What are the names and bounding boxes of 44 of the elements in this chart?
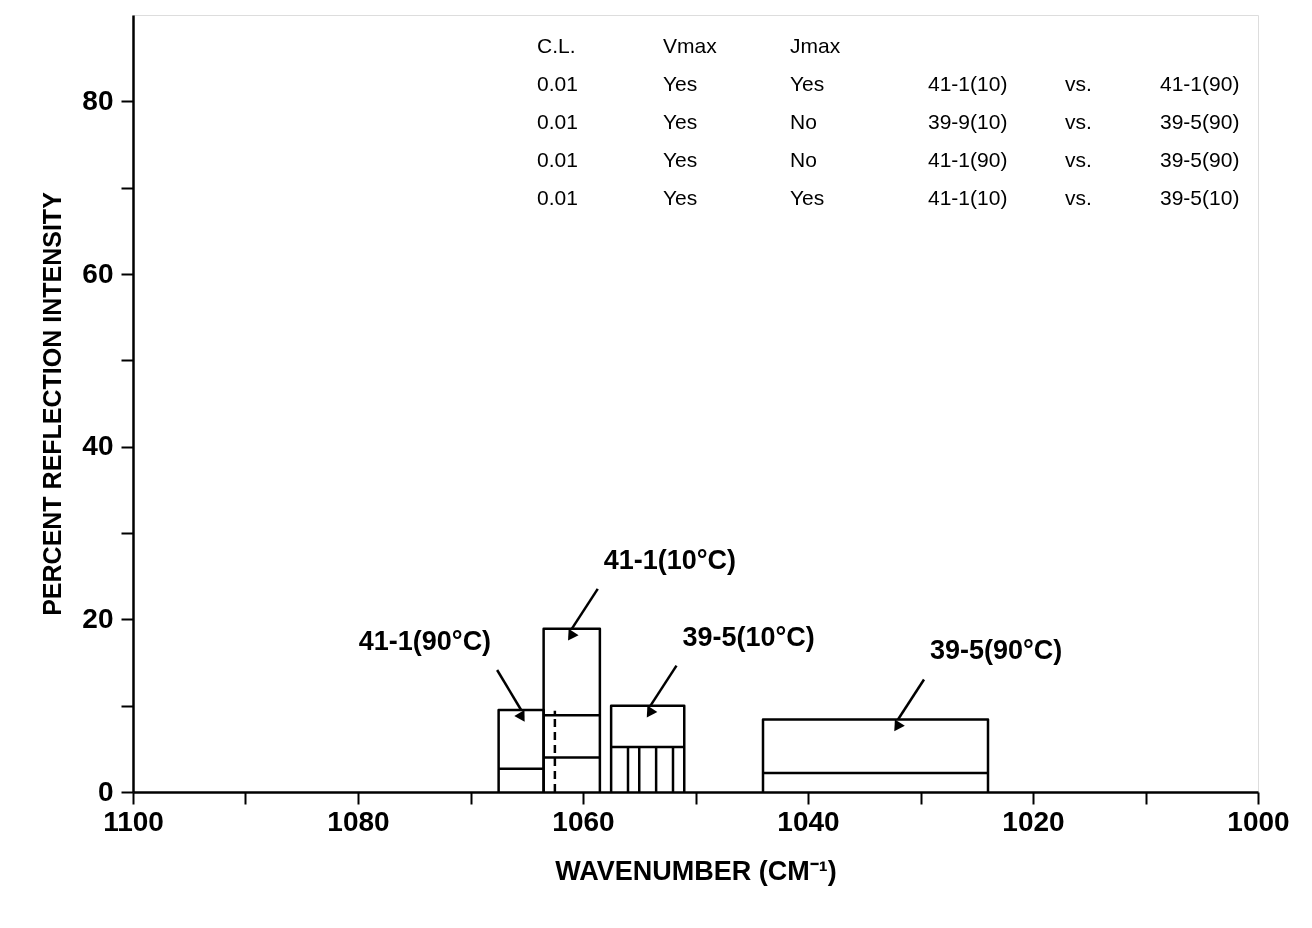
annotation: Yes xyxy=(790,72,825,95)
annotation: vs. xyxy=(1065,72,1092,95)
annotation: vs. xyxy=(1065,148,1092,171)
annotation: 39-5(90) xyxy=(1160,148,1240,171)
annotation: 41-1(10°C) xyxy=(603,544,737,575)
annotation: 39-5(90°C) xyxy=(930,635,1063,666)
annotation: 41-1(90) xyxy=(1160,72,1240,95)
y-tick-label: 40 xyxy=(82,430,114,462)
annotation: Yes xyxy=(663,186,698,209)
x-tick-label: 1060 xyxy=(552,805,615,837)
annotation: C.L. xyxy=(537,34,576,57)
annotation: 41-1(90) xyxy=(928,148,1008,171)
annotation: 39-5(90) xyxy=(1160,110,1240,133)
annotation: vs. xyxy=(1065,186,1092,209)
y-tick-label: 0 xyxy=(97,775,114,807)
x-tick-label: 1000 xyxy=(1227,805,1290,837)
annotation: 0.01 xyxy=(537,110,578,133)
y-tick-label: 20 xyxy=(82,602,114,634)
x-tick-label: 1040 xyxy=(777,805,840,837)
y-tick-label: 80 xyxy=(82,84,114,116)
annotation: 0.01 xyxy=(537,148,578,171)
annotation: No xyxy=(790,110,817,133)
annotation: Yes xyxy=(663,148,698,171)
annotation: Yes xyxy=(790,186,825,209)
x-tick-label: 1020 xyxy=(1002,805,1065,837)
y-tick-label: 60 xyxy=(82,257,114,289)
annotation: 41-1(10) xyxy=(928,186,1008,209)
annotation: 39-9(10) xyxy=(928,110,1008,133)
annotation: No xyxy=(790,148,817,171)
annotation: vs. xyxy=(1065,110,1092,133)
x-tick-label: 1080 xyxy=(327,805,390,837)
annotation: 41-1(10) xyxy=(928,72,1008,95)
annotation: 0.01 xyxy=(537,186,578,209)
annotation: 41-1(90°C) xyxy=(358,625,492,656)
annotation: Jmax xyxy=(790,34,841,57)
x-tick-label: 1100 xyxy=(103,805,164,837)
annotation: Yes xyxy=(663,110,698,133)
annotation: 0.01 xyxy=(537,72,578,95)
annotation: Yes xyxy=(663,72,698,95)
annotation: 39-5(10) xyxy=(1160,186,1240,209)
x-axis-title: WAVENUMBER (CM⁻¹) xyxy=(555,855,837,886)
annotation: 39-5(10°C) xyxy=(682,621,815,652)
y-axis-title: PERCENT REFLECTION INTENSITY xyxy=(38,191,67,616)
annotation: Vmax xyxy=(663,34,718,57)
